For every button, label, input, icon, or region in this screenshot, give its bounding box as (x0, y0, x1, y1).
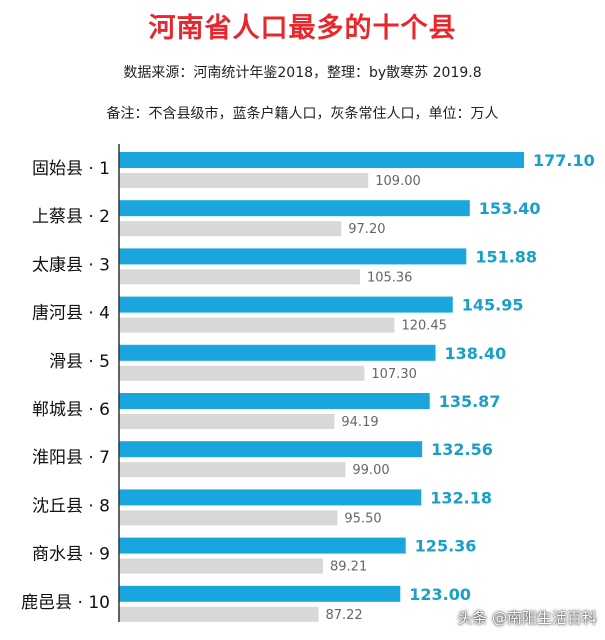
secondary-value-label: 107.30 (371, 367, 417, 382)
category-label: 鹿邑县 · 10 (21, 593, 110, 613)
primary-value-label: 151.88 (475, 247, 537, 266)
primary-bar (119, 489, 422, 506)
category-label: 固始县 · 1 (32, 159, 110, 179)
primary-value-label: 132.18 (430, 488, 492, 507)
secondary-bar (119, 510, 338, 526)
primary-value-label: 123.00 (409, 585, 471, 604)
category-label: 商水县 · 9 (32, 545, 110, 565)
chart-note: 备注：不含县级市，蓝条户籍人口，灰条常住人口，单位：万人 (106, 106, 499, 122)
secondary-bar (119, 317, 395, 333)
primary-bar (119, 248, 467, 265)
secondary-bar (119, 173, 369, 188)
primary-bar (119, 344, 436, 361)
chart-title: 河南省人口最多的十个县 (148, 13, 457, 44)
secondary-value-label: 99.00 (352, 463, 389, 478)
secondary-value-label: 109.00 (375, 174, 421, 189)
secondary-bar (119, 269, 360, 285)
primary-bar (119, 585, 401, 602)
primary-value-label: 177.10 (533, 151, 595, 170)
secondary-bar (119, 606, 319, 622)
category-label: 滑县 · 5 (49, 352, 110, 372)
category-label: 淮阳县 · 7 (32, 448, 110, 468)
primary-value-label: 138.40 (444, 344, 506, 363)
watermark-text: 头条 @南阳生活百科 (457, 609, 597, 627)
primary-bar (119, 537, 406, 554)
category-label: 唐河县 · 4 (32, 303, 110, 324)
primary-value-label: 153.40 (479, 199, 541, 218)
secondary-bar (119, 221, 342, 237)
category-label: 太康县 · 3 (32, 255, 110, 275)
secondary-value-label: 94.19 (341, 415, 378, 430)
primary-bar (119, 393, 430, 409)
secondary-value-label: 105.36 (367, 270, 413, 285)
category-label: 沈丘县 · 8 (32, 496, 110, 516)
secondary-value-label: 97.20 (348, 222, 385, 237)
primary-value-label: 125.36 (415, 537, 477, 556)
secondary-bar (119, 462, 346, 478)
primary-value-label: 132.56 (431, 440, 493, 459)
primary-bar (119, 200, 470, 217)
secondary-bar (119, 365, 365, 381)
primary-bar (119, 152, 524, 168)
primary-value-label: 145.95 (462, 296, 524, 315)
secondary-bar (119, 414, 335, 429)
chart-subtitle: 数据来源：河南统计年鉴2018，整理：by散寒苏 2019.8 (123, 65, 482, 81)
secondary-value-label: 120.45 (401, 319, 447, 334)
primary-bar (119, 441, 423, 458)
secondary-value-label: 95.50 (344, 511, 381, 526)
category-label: 郸城县 · 6 (32, 400, 110, 420)
secondary-value-label: 89.21 (330, 560, 367, 575)
category-label: 上蔡县 · 2 (32, 207, 110, 227)
primary-bar (119, 296, 453, 313)
primary-value-label: 135.87 (439, 392, 501, 411)
secondary-bar (119, 558, 324, 574)
secondary-value-label: 87.22 (325, 608, 362, 623)
